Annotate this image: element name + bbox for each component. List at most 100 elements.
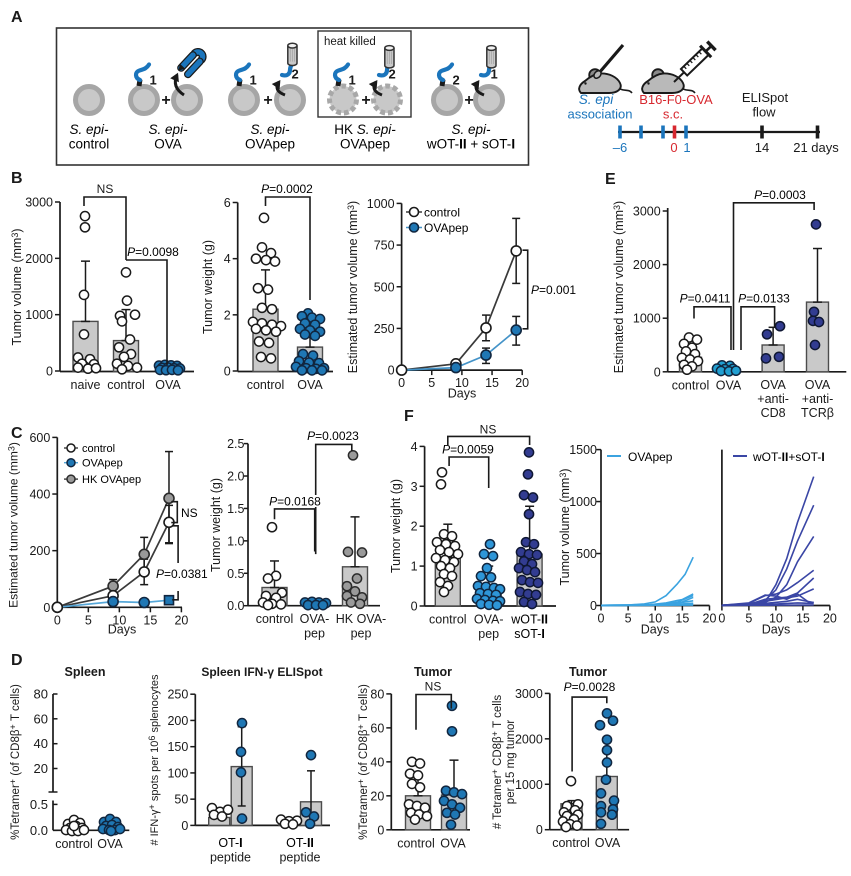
- svg-text:B16-F0-OVA: B16-F0-OVA: [639, 92, 713, 107]
- svg-text:OVA: OVA: [440, 836, 466, 850]
- svg-text:15: 15: [143, 613, 157, 627]
- svg-text:S. epi-: S. epi-: [69, 122, 109, 137]
- svg-text:OT-I: OT-I: [218, 836, 242, 850]
- svg-text:pep: pep: [304, 627, 325, 641]
- svg-text:%Tetramer+ (of CD8β+ T cells): %Tetramer+ (of CD8β+ T cells): [8, 684, 22, 840]
- svg-text:3: 3: [411, 480, 418, 494]
- svg-text:control: control: [247, 378, 285, 392]
- svg-text:20: 20: [703, 612, 717, 626]
- svg-text:1.0: 1.0: [227, 534, 244, 548]
- svg-text:1000: 1000: [569, 495, 597, 509]
- svg-text:%Tetramer+ (of CD8β+ T cells): %Tetramer+ (of CD8β+ T cells): [356, 684, 370, 840]
- svg-text:100: 100: [167, 766, 188, 780]
- svg-text:1000: 1000: [367, 197, 395, 211]
- svg-text:0: 0: [654, 365, 661, 379]
- svg-text:600: 600: [29, 431, 50, 445]
- svg-text:250: 250: [374, 322, 395, 336]
- svg-text:sOT-I: sOT-I: [514, 627, 545, 641]
- svg-text:OVA: OVA: [595, 836, 621, 850]
- svg-text:per 15 mg tumor: per 15 mg tumor: [505, 720, 517, 805]
- svg-text:control: control: [552, 836, 590, 850]
- svg-text:OVApep: OVApep: [82, 458, 123, 470]
- svg-text:6: 6: [224, 196, 231, 210]
- svg-text:P=0.0098: P=0.0098: [127, 245, 179, 259]
- svg-text:10: 10: [455, 376, 469, 390]
- svg-text:OVApep: OVApep: [245, 137, 295, 152]
- svg-text:0: 0: [54, 613, 61, 627]
- svg-text:1: 1: [411, 560, 418, 574]
- svg-text:14: 14: [755, 140, 769, 155]
- svg-text:Days: Days: [448, 387, 476, 401]
- svg-text:ELISpot: ELISpot: [742, 90, 789, 105]
- svg-text:OVA: OVA: [155, 378, 181, 392]
- svg-text:+: +: [161, 92, 170, 109]
- svg-text:1000: 1000: [633, 312, 661, 326]
- svg-text:2000: 2000: [633, 258, 661, 272]
- svg-text:P=0.001: P=0.001: [531, 283, 576, 297]
- svg-text:HK OVApep: HK OVApep: [82, 474, 141, 486]
- svg-text:Estimated tumor volume (mm3): Estimated tumor volume (mm3): [7, 442, 21, 608]
- svg-text:Days: Days: [762, 623, 790, 637]
- svg-text:0.5: 0.5: [30, 797, 48, 812]
- svg-text:Tumor: Tumor: [414, 665, 452, 679]
- svg-text:Spleen: Spleen: [65, 665, 106, 679]
- svg-text:OVA: OVA: [154, 137, 182, 152]
- svg-text:TCRβ: TCRβ: [801, 406, 834, 420]
- svg-text:1: 1: [349, 73, 356, 88]
- svg-text:heat killed: heat killed: [324, 36, 376, 48]
- svg-text:15: 15: [796, 612, 810, 626]
- svg-text:+: +: [464, 92, 473, 109]
- svg-text:1: 1: [683, 140, 690, 155]
- svg-text:0.5: 0.5: [227, 567, 244, 581]
- svg-text:Tumor: Tumor: [569, 665, 607, 679]
- svg-text:5: 5: [625, 612, 632, 626]
- svg-text:0.0: 0.0: [227, 599, 244, 613]
- svg-text:peptide: peptide: [210, 851, 251, 865]
- svg-text:1: 1: [491, 67, 498, 82]
- svg-text:OVA-: OVA-: [300, 612, 330, 626]
- svg-text:150: 150: [167, 740, 188, 754]
- svg-text:0: 0: [388, 364, 395, 378]
- svg-text:S. epi-: S. epi-: [250, 122, 290, 137]
- svg-text:A: A: [11, 9, 23, 26]
- svg-text:2.0: 2.0: [227, 470, 244, 484]
- svg-text:control: control: [397, 836, 435, 850]
- svg-text:80: 80: [34, 687, 48, 702]
- svg-text:0: 0: [398, 376, 405, 390]
- svg-text:wOT-II+sOT-I: wOT-II+sOT-I: [752, 450, 825, 464]
- svg-text:5: 5: [428, 376, 435, 390]
- svg-text:s.c.: s.c.: [663, 107, 683, 122]
- svg-text:OVA: OVA: [805, 378, 831, 392]
- svg-text:control: control: [672, 378, 710, 392]
- svg-text:wOT-II + sOT-I: wOT-II + sOT-I: [426, 137, 515, 152]
- svg-text:Estimated tumor volume (mm3): Estimated tumor volume (mm3): [612, 201, 626, 373]
- svg-text:250: 250: [167, 688, 188, 702]
- svg-text:0: 0: [598, 612, 605, 626]
- svg-text:HK S. epi-: HK S. epi-: [334, 122, 396, 137]
- svg-text:OVA: OVA: [97, 837, 123, 851]
- svg-text:500: 500: [576, 547, 597, 561]
- svg-text:P=0.0023: P=0.0023: [307, 429, 359, 443]
- svg-text:pep: pep: [351, 627, 372, 641]
- svg-text:10: 10: [769, 612, 783, 626]
- svg-text:15: 15: [675, 612, 689, 626]
- svg-text:control: control: [69, 137, 110, 152]
- svg-text:Tumor volume (mm3): Tumor volume (mm3): [558, 468, 572, 585]
- svg-text:naive: naive: [71, 378, 101, 392]
- svg-text:200: 200: [167, 714, 188, 728]
- svg-text:0: 0: [590, 599, 597, 613]
- svg-text:+: +: [263, 92, 272, 109]
- svg-text:1: 1: [250, 73, 257, 88]
- svg-text:5: 5: [745, 612, 752, 626]
- svg-text:2: 2: [224, 308, 231, 322]
- svg-text:1.5: 1.5: [227, 502, 244, 516]
- svg-text:P=0.0003: P=0.0003: [754, 188, 806, 202]
- svg-text:Estimated tumor volume (mm3): Estimated tumor volume (mm3): [346, 201, 360, 373]
- svg-text:Days: Days: [108, 623, 136, 637]
- svg-text:NS: NS: [97, 182, 114, 196]
- svg-text:S. epi-: S. epi-: [148, 122, 188, 137]
- svg-text:3000: 3000: [25, 196, 53, 210]
- svg-text:5: 5: [85, 613, 92, 627]
- svg-text:OVA: OVA: [760, 378, 786, 392]
- svg-text:500: 500: [374, 280, 395, 294]
